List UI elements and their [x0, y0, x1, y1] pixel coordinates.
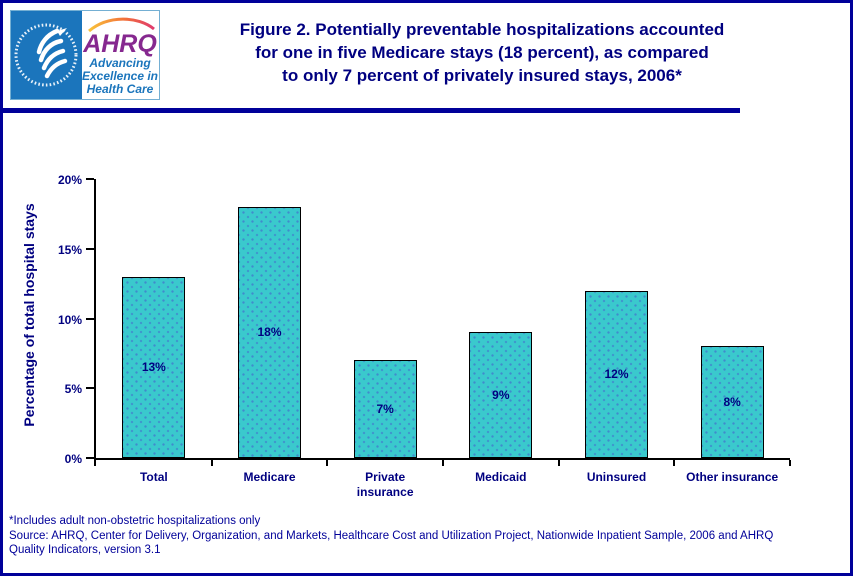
x-tick — [326, 460, 329, 466]
bar-private-insurance: 7% — [353, 360, 417, 458]
bar-medicaid: 9% — [469, 332, 533, 458]
y-tick-label: 5% — [64, 382, 82, 397]
category-label-other-insurance: Other insurance — [664, 470, 800, 485]
category-label-line: Private — [365, 470, 406, 484]
bar-other-insurance: 8% — [700, 346, 764, 458]
bar-value-label: 7% — [376, 402, 394, 417]
category-label-line: Total — [139, 470, 168, 484]
figure-title: Figure 2. Potentially preventable hospit… — [165, 18, 799, 87]
figure-title-line3: to only 7 percent of privately insured s… — [282, 66, 682, 85]
ahrq-logo: AHRQ Advancing Excellence in Health Care — [10, 10, 160, 100]
hhs-eagle-icon — [14, 23, 78, 87]
x-axis-line — [94, 458, 790, 460]
bar-value-label: 8% — [723, 395, 741, 410]
source-line1: Source: AHRQ, Center for Delivery, Organ… — [9, 529, 774, 542]
y-tick-label: 20% — [57, 173, 82, 187]
y-tick — [86, 247, 94, 250]
bar-value-label: 9% — [492, 388, 510, 403]
footer: *Includes adult non-obstetric hospitaliz… — [9, 514, 847, 558]
category-label-line: insurance — [356, 485, 414, 499]
category-label-line: Medicare — [243, 470, 296, 484]
category-label-line: Other insurance — [686, 470, 779, 484]
category-label-total: Total — [86, 470, 222, 485]
plot-area: 0% 5% 10% 15% 20% 13% 18% 7% 9% 12% 8% Total Medicar… — [58, 173, 791, 499]
source-line2: Quality Indicators, version 3.1 — [9, 544, 161, 556]
ahrq-logo-graphic: AHRQ Advancing Excellence in Health Care — [10, 10, 160, 100]
x-tick — [210, 460, 213, 466]
y-tick — [86, 387, 94, 390]
bar-value-label: 12% — [604, 367, 629, 382]
x-tick — [673, 460, 676, 466]
y-tick-label: 10% — [57, 312, 82, 327]
y-tick — [86, 457, 94, 459]
bar-value-label: 18% — [257, 325, 282, 340]
x-tick — [442, 460, 444, 466]
category-label-medicaid: Medicaid — [433, 470, 569, 485]
bar-uninsured: 12% — [585, 290, 648, 458]
ahrq-tagline-line2: Excellence in — [82, 69, 158, 83]
ahrq-arc-icon — [88, 17, 155, 33]
y-axis-line — [94, 179, 96, 460]
ahrq-wordmark: AHRQ — [82, 30, 157, 58]
bar-total: 13% — [122, 276, 186, 458]
ahrq-tagline-line1: Advancing — [88, 56, 151, 70]
figure-title-line1: Figure 2. Potentially preventable hospit… — [239, 20, 725, 39]
category-label-private-insurance: Private insurance — [317, 470, 453, 500]
figure-title-line2: for one in five Medicare stays (18 perce… — [255, 43, 709, 62]
category-label-line: Uninsured — [586, 470, 647, 484]
bar-value-label: 13% — [141, 360, 166, 375]
x-tick — [789, 460, 791, 466]
x-tick — [94, 460, 96, 466]
ahrq-tagline-line3: Health Care — [87, 82, 154, 96]
y-tick-label: 0% — [64, 452, 82, 466]
bar-medicare: 18% — [238, 206, 301, 458]
y-tick — [86, 317, 94, 320]
category-label-uninsured: Uninsured — [549, 470, 685, 485]
y-tick-label: 15% — [57, 242, 82, 257]
x-tick — [557, 460, 560, 466]
category-label-medicare: Medicare — [202, 470, 338, 485]
header-divider — [3, 108, 740, 113]
category-label-line: Medicaid — [475, 470, 527, 484]
footnote: *Includes adult non-obstetric hospitaliz… — [9, 515, 261, 527]
y-tick — [86, 178, 94, 180]
